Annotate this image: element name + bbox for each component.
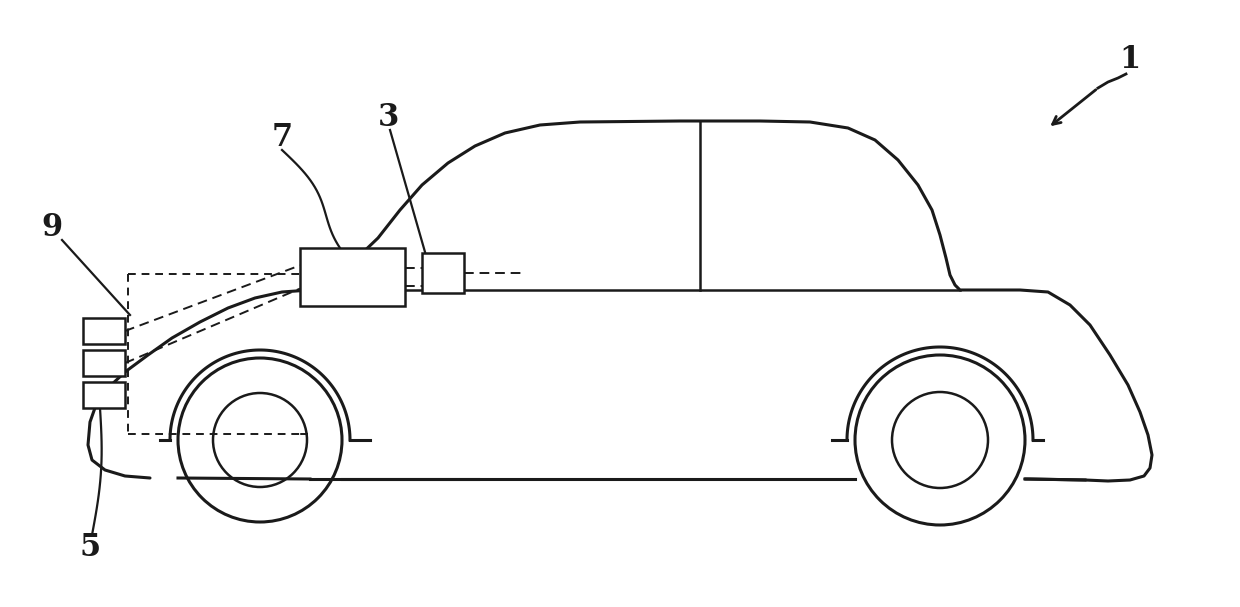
Bar	[83, 318, 125, 344]
Bar	[300, 248, 405, 306]
Bar	[83, 382, 125, 408]
Text: 9: 9	[41, 212, 62, 243]
Bar	[422, 253, 464, 293]
Text: 5: 5	[79, 532, 100, 563]
Text: 1: 1	[1120, 44, 1141, 75]
Bar	[83, 350, 125, 376]
Text: 7: 7	[272, 123, 293, 154]
Text: 3: 3	[377, 103, 399, 134]
